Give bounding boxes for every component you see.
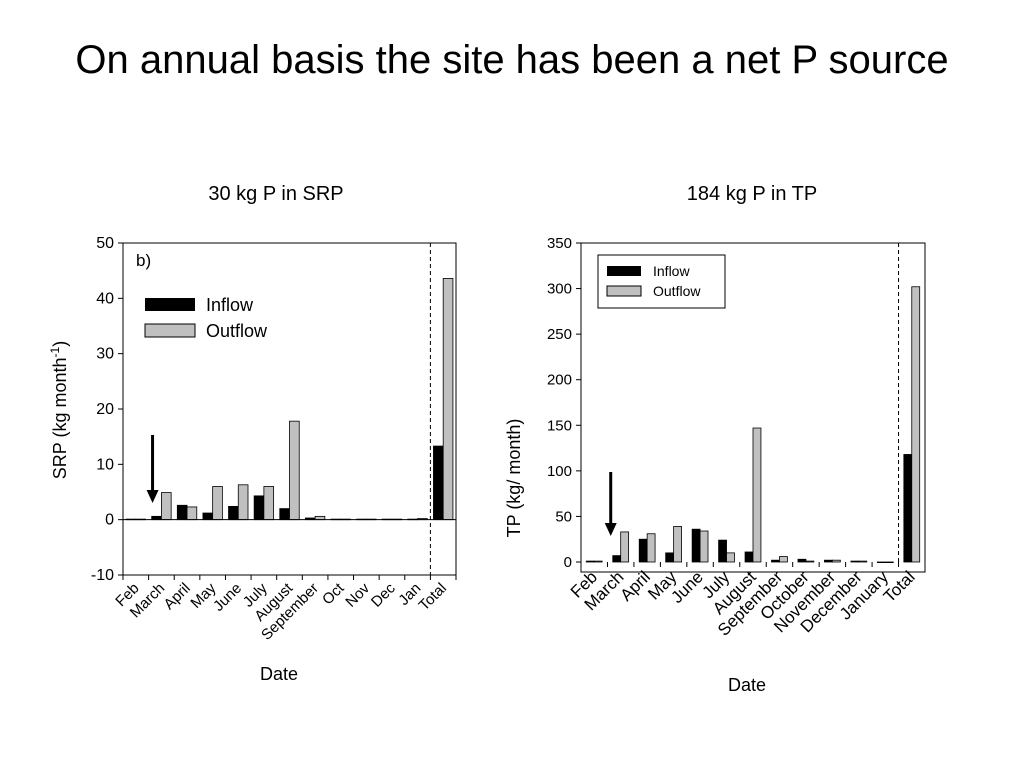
- chart-title: 184 kg P in TP: [687, 183, 817, 205]
- y-tick-label: 50: [96, 235, 114, 252]
- bar-inflow: [612, 555, 622, 563]
- plot-frame: [580, 242, 926, 573]
- legend-box: [597, 254, 726, 309]
- y-tick-label: 40: [96, 290, 114, 307]
- legend-label-inflow: Inflow: [653, 263, 690, 279]
- x-tick-label: Nov: [342, 579, 373, 610]
- bar-inflow: [176, 504, 188, 521]
- legend-swatch-inflow: [145, 298, 195, 311]
- bar-outflow: [237, 484, 249, 521]
- bar-outflow: [673, 526, 682, 563]
- bar-inflow: [433, 445, 444, 521]
- y-tick-label: 350: [547, 235, 572, 252]
- y-tick-label: 10: [96, 456, 114, 473]
- bar-outflow: [831, 559, 841, 563]
- chart-title: 30 kg P in SRP: [208, 183, 343, 205]
- bar-inflow: [253, 495, 265, 521]
- bar-outflow: [646, 533, 656, 563]
- bar-outflow: [186, 506, 198, 521]
- bar-inflow: [718, 539, 727, 563]
- x-tick-label: Total: [416, 580, 450, 614]
- bar-outflow: [593, 560, 603, 563]
- x-tick-label: Total: [880, 567, 919, 606]
- chart-legend: Inflow Outflow: [144, 295, 268, 341]
- tp-bar-chart: 184 kg P in TP Date TP (kg/ month) Inflo…: [504, 183, 926, 695]
- y-tick-label: 0: [105, 512, 114, 529]
- y-axis-title-close: ): [50, 341, 70, 347]
- y-tick-label: -10: [91, 567, 114, 584]
- x-axis-title: Date: [260, 664, 298, 684]
- tp-chart-marks: 050100150200250300350FebMarchAprilMayJun…: [547, 235, 926, 640]
- y-axis-title-superscript: -1: [48, 346, 62, 357]
- bar-inflow: [279, 508, 290, 521]
- bar-outflow: [858, 560, 868, 563]
- y-tick-label: 200: [547, 372, 572, 389]
- legend-swatch-inflow: [607, 266, 641, 276]
- y-tick-label: 300: [547, 281, 572, 298]
- bar-outflow: [212, 486, 223, 521]
- x-tick-label: Oct: [319, 579, 348, 608]
- y-axis-title: TP (kg/ month): [504, 419, 524, 538]
- panel-label: b): [136, 251, 151, 270]
- y-axis-title-main: SRP (kg month: [50, 357, 70, 479]
- bar-outflow: [263, 486, 275, 521]
- y-tick-label: 30: [96, 346, 114, 363]
- y-tick-label: 150: [547, 417, 572, 434]
- bar-outflow: [620, 531, 630, 563]
- bar-outflow: [805, 560, 815, 563]
- slide-title: On annual basis the site has been a net …: [75, 38, 949, 82]
- bar-inflow: [744, 551, 754, 563]
- plot-frame: [122, 242, 457, 576]
- legend-swatch-outflow: [144, 323, 196, 338]
- bar-inflow: [824, 559, 833, 563]
- bar-outflow: [911, 286, 921, 563]
- y-tick-label: 0: [564, 554, 572, 571]
- bar-inflow: [876, 561, 886, 564]
- bar-inflow: [850, 560, 860, 563]
- bar-outflow: [726, 552, 735, 563]
- bar-inflow: [771, 559, 780, 563]
- legend-label-outflow: Outflow: [206, 321, 268, 341]
- legend-label-outflow: Outflow: [653, 283, 701, 299]
- bar-inflow: [585, 560, 595, 563]
- bar-outflow: [699, 530, 709, 563]
- bar-inflow: [228, 505, 239, 521]
- x-tick-label: April: [161, 580, 194, 613]
- bar-inflow: [691, 528, 701, 563]
- bar-inflow: [638, 538, 648, 563]
- x-axis-title: Date: [728, 675, 766, 695]
- bar-inflow: [202, 512, 214, 521]
- x-tick-label: Dec: [368, 579, 399, 610]
- y-axis-title: SRP (kg month-1): [48, 341, 70, 479]
- y-tick-label: 20: [96, 401, 114, 418]
- down-arrow-icon: [604, 523, 617, 536]
- bar-outflow: [779, 556, 788, 563]
- down-arrow-icon: [146, 490, 159, 503]
- srp-bar-chart: 30 kg P in SRP b) Date SRP (kg month-1) …: [48, 183, 457, 684]
- bar-inflow: [903, 454, 913, 563]
- chart-legend: Inflow Outflow: [597, 254, 726, 309]
- bar-outflow: [884, 561, 894, 564]
- y-tick-label: 100: [547, 463, 572, 480]
- srp-chart-marks: -1001020304050FebMarchAprilMayJuneJulyAu…: [91, 235, 457, 644]
- bar-outflow: [442, 278, 454, 521]
- legend-swatch-outflow: [606, 285, 642, 297]
- bar-outflow: [161, 492, 172, 521]
- y-tick-label: 50: [555, 508, 572, 525]
- bar-inflow: [665, 552, 675, 563]
- bar-inflow: [797, 558, 807, 563]
- y-tick-label: 250: [547, 326, 572, 343]
- legend-label-inflow: Inflow: [206, 295, 254, 315]
- bar-outflow: [752, 427, 762, 563]
- bar-outflow: [289, 420, 300, 521]
